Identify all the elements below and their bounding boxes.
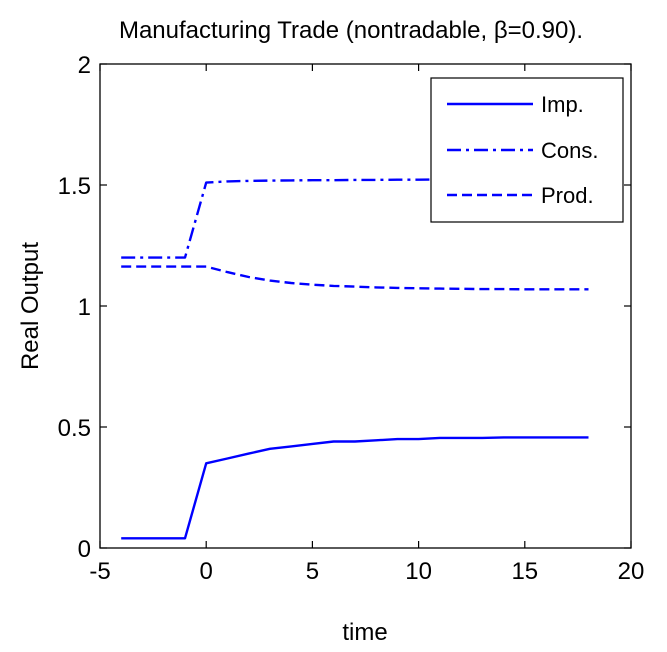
series-line-prod <box>121 265 589 291</box>
y-tick-label: 1 <box>78 294 91 321</box>
y-tick-label: 1.5 <box>58 173 91 200</box>
y-tick-label: 0 <box>78 536 91 563</box>
legend-label-prod: Prod. <box>541 183 594 208</box>
x-tick-label: -5 <box>89 558 110 585</box>
x-tick-label: 15 <box>511 558 538 585</box>
y-axis-label: Real Output <box>17 242 44 370</box>
y-tick-label: 2 <box>78 52 91 79</box>
x-tick-label: 10 <box>405 558 432 585</box>
legend-label-imp: Imp. <box>541 92 584 117</box>
y-tick-label: 0.5 <box>58 415 91 442</box>
x-tick-label: 5 <box>306 558 319 585</box>
chart-title: Manufacturing Trade (nontradable, β=0.90… <box>119 17 583 44</box>
legend-box <box>430 77 624 223</box>
x-axis-label: time <box>342 619 387 646</box>
series-line-imp <box>121 436 589 540</box>
legend-label-cons: Cons. <box>541 138 598 163</box>
series-layer <box>121 177 589 540</box>
x-tick-label: 20 <box>618 558 645 585</box>
series-line-cons <box>121 177 589 259</box>
x-tick-label: 0 <box>200 558 213 585</box>
legend: Imp. Cons. Prod. <box>430 77 624 223</box>
